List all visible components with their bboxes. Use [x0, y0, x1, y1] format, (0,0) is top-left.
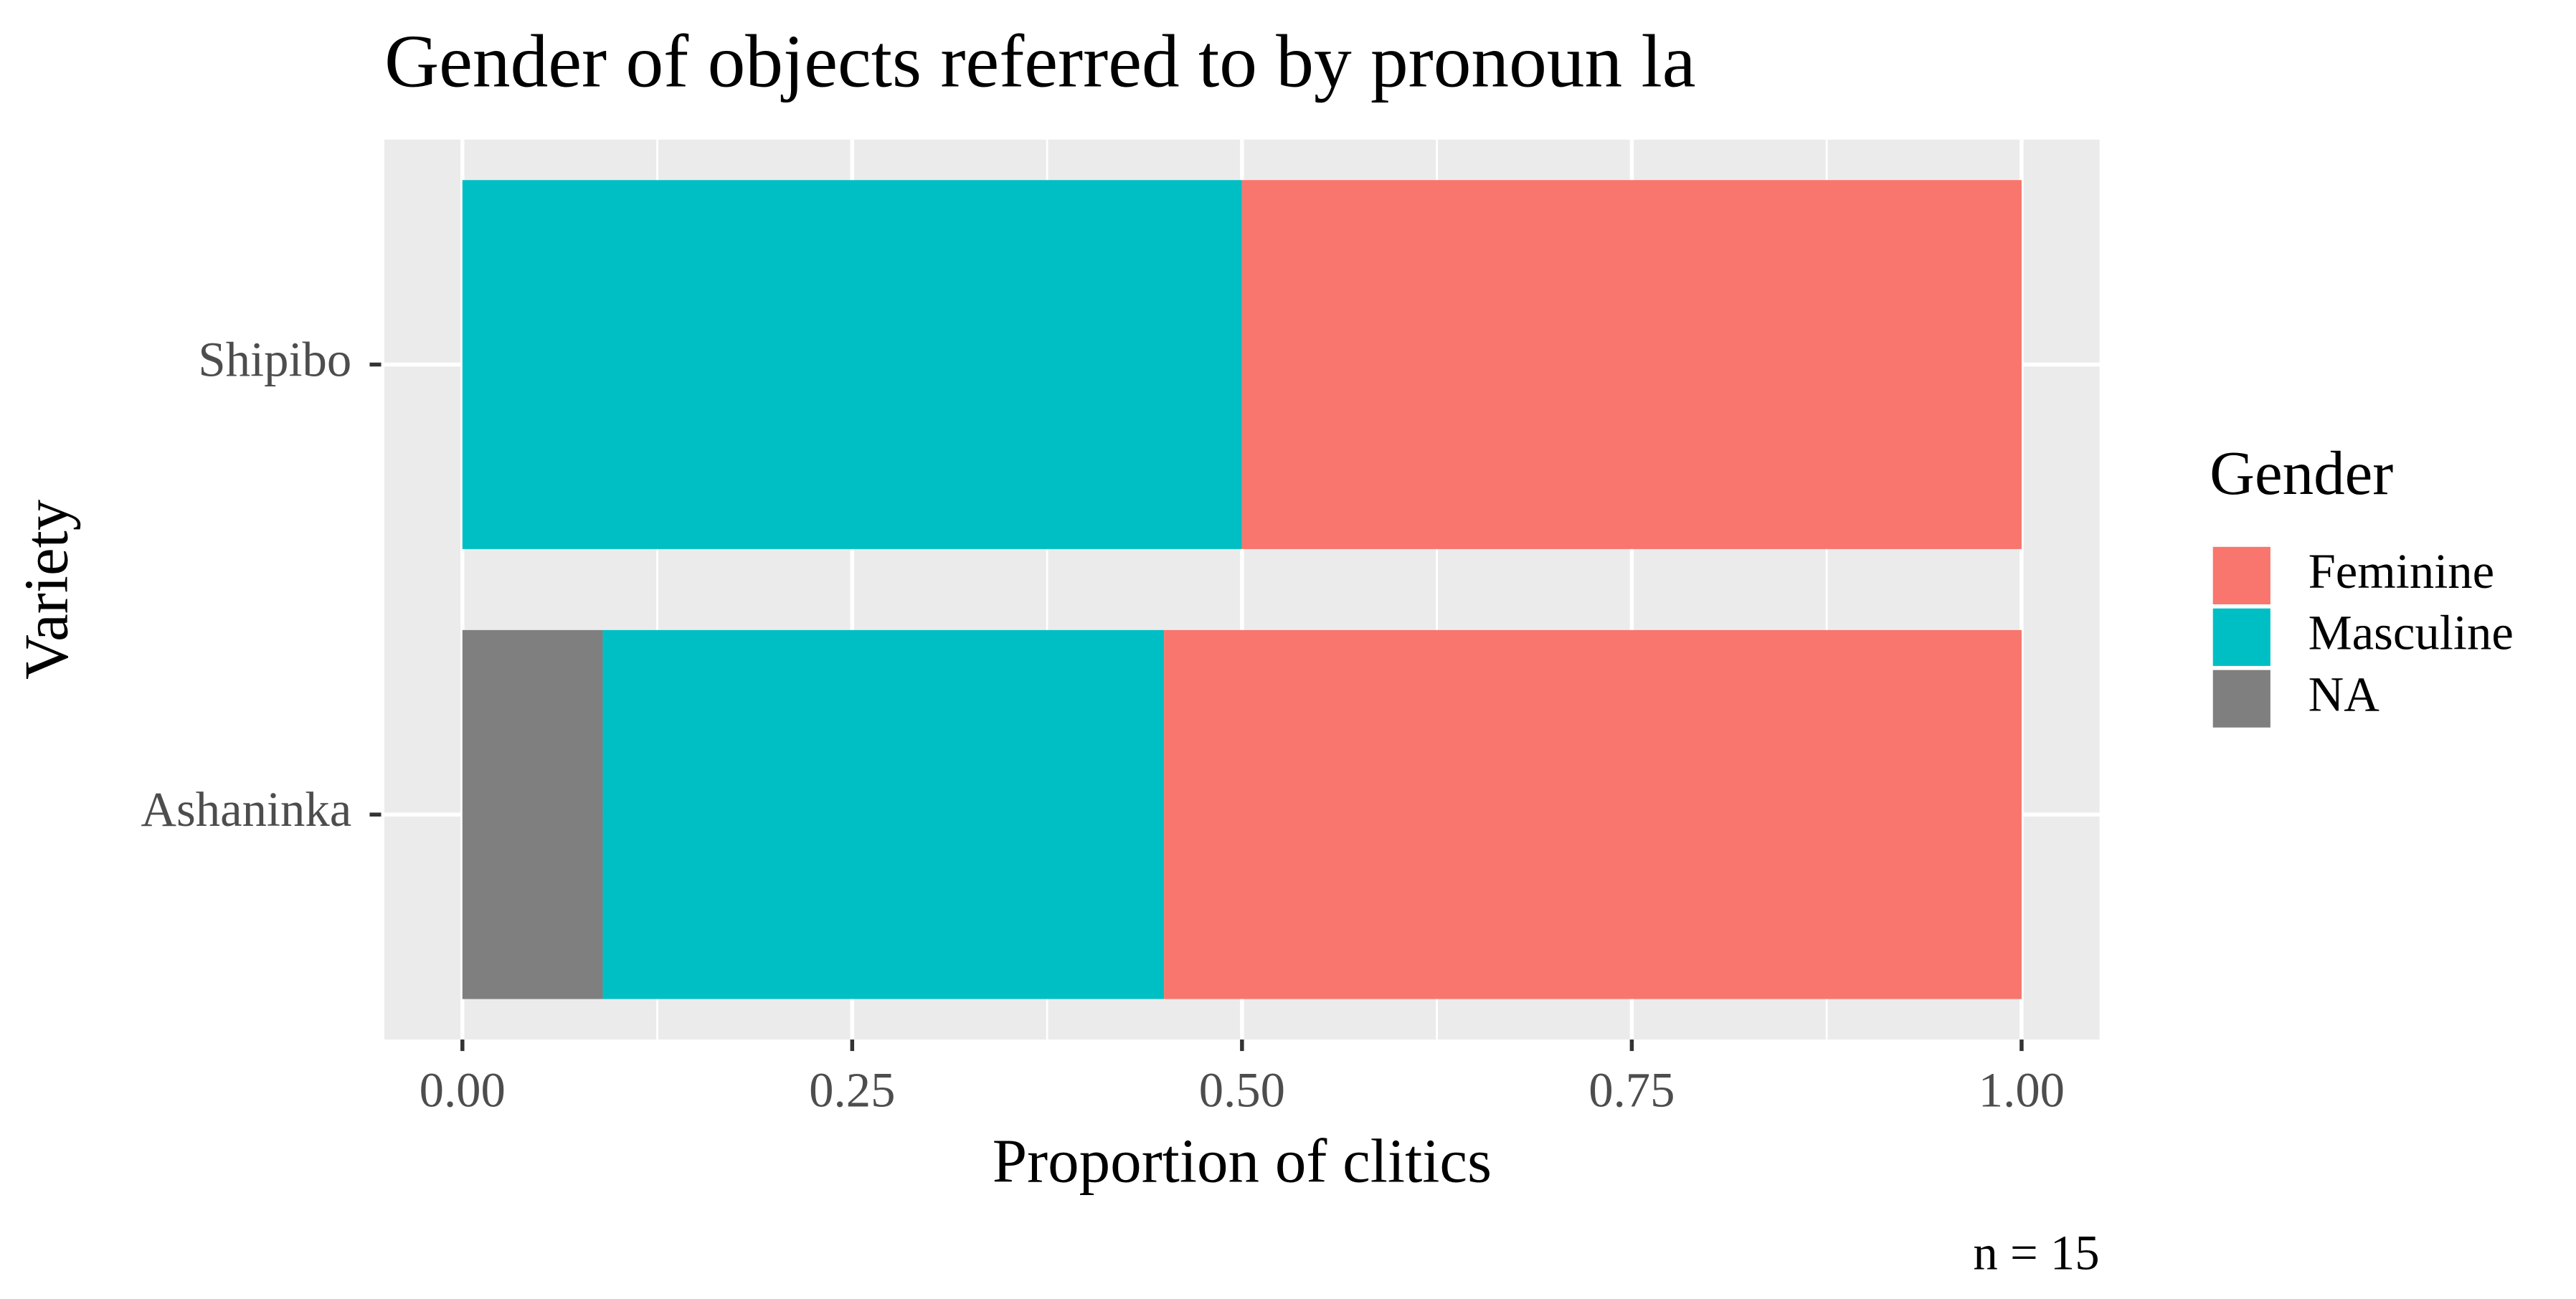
legend-swatch [2212, 546, 2270, 605]
x-tick-label: 0.25 [809, 1063, 895, 1118]
axes: 0.00 0.25 0.50 0.75 1.00 Shipibo Ashaninka [141, 332, 2065, 1117]
legend-swatch [2212, 608, 2270, 666]
y-axis-label: Variety [11, 499, 80, 680]
x-tick-label: 0.00 [420, 1063, 506, 1118]
legend-label: NA [2309, 667, 2380, 722]
legend-label: Masculine [2309, 606, 2514, 660]
bar-segment [1241, 180, 2022, 549]
legend-label: Feminine [2309, 544, 2495, 599]
chart-title: Gender of objects referred to by pronoun… [384, 19, 1695, 103]
y-tick-label: Ashaninka [141, 782, 351, 837]
bar-segment [602, 629, 1165, 999]
bar-segment [462, 629, 603, 999]
legend-swatch [2212, 670, 2270, 728]
bar-segment [1164, 629, 2022, 999]
caption: n = 15 [1973, 1225, 2099, 1280]
x-axis-label: Proportion of clitics [993, 1126, 1492, 1196]
legend: Feminine Masculine NA [2212, 544, 2514, 728]
y-tick-label: Shipibo [198, 332, 351, 386]
x-tick-label: 0.75 [1588, 1063, 1675, 1118]
legend-title: Gender [2210, 438, 2393, 508]
x-tick-label: 1.00 [1979, 1063, 2065, 1118]
bars [462, 180, 2022, 999]
x-tick-label: 0.50 [1199, 1063, 1285, 1118]
bar-segment [462, 180, 1242, 549]
